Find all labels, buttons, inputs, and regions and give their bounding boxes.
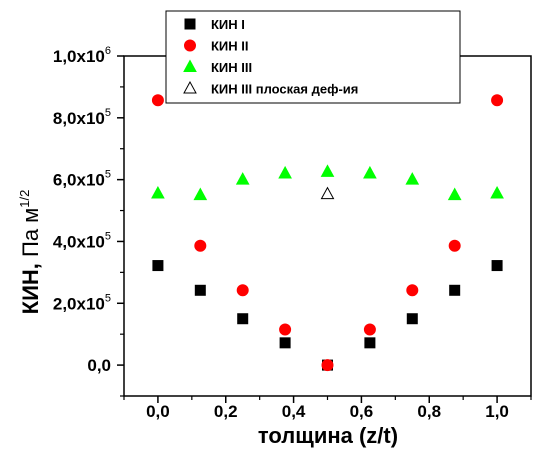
y-tick-label: 8,0x105: [53, 107, 111, 128]
y-axis-label-unit: Па м: [18, 208, 43, 263]
data-point: [320, 164, 335, 177]
plot-border: [123, 55, 532, 397]
legend: КИН I КИН II КИН III КИН III плоская деф-ия: [165, 10, 461, 104]
data-point: [491, 260, 503, 272]
x-tick-label: 0,2: [214, 402, 238, 421]
legend-label: КИН III плоская деф-ия: [211, 82, 358, 97]
series-2: [151, 94, 504, 372]
y-axis-label-exponent: 1/2: [17, 190, 32, 208]
series-3: [151, 164, 504, 201]
data-point: [406, 284, 419, 297]
data-point: [194, 284, 206, 296]
legend-marker: [184, 39, 196, 52]
data-point: [193, 187, 208, 201]
legend-label: КИН III: [211, 60, 252, 75]
data-point: [363, 323, 376, 336]
y-tick-label: 2,0x105: [53, 292, 111, 313]
data-point: [236, 284, 249, 297]
y-tick-label: 1,0x106: [53, 45, 111, 66]
series-1: [152, 260, 503, 371]
legend-label: КИН I: [211, 17, 245, 32]
x-tick-label: 0,0: [146, 402, 170, 421]
data-point: [405, 172, 420, 185]
data-point: [278, 165, 292, 179]
x-axis-label: толщина (z/t): [258, 423, 398, 448]
data-point: [321, 359, 334, 372]
series-4: [320, 186, 335, 200]
y-axis-label-main: КИН,: [18, 263, 43, 314]
data-point: [279, 323, 292, 336]
legend-marker: [183, 80, 197, 94]
x-tick-label: 1,0: [485, 402, 509, 421]
legend-marker: [184, 18, 196, 30]
legend-label: КИН II: [211, 39, 249, 54]
y-tick-label: 0,0: [87, 356, 111, 375]
data-point: [320, 186, 335, 200]
data-point: [447, 187, 462, 201]
data-point: [237, 313, 249, 325]
data-point: [363, 165, 377, 179]
data-point: [491, 94, 504, 107]
plot-frame: [123, 55, 532, 397]
y-tick-label: 4,0x105: [53, 230, 111, 251]
data-point: [194, 239, 207, 252]
data-point: [151, 94, 164, 107]
x-tick-label: 0,4: [282, 402, 306, 421]
data-point: [151, 186, 165, 199]
x-tick-label: 0,8: [417, 402, 441, 421]
data-point: [364, 337, 376, 349]
data-point: [406, 313, 418, 325]
data-point: [449, 284, 461, 296]
axis-ticks: [117, 55, 532, 403]
data-point: [448, 239, 461, 252]
data-point: [152, 260, 164, 272]
x-tick-label: 0,6: [350, 402, 374, 421]
y-tick-label: 6,0x105: [53, 169, 111, 190]
data-point: [279, 337, 291, 349]
tick-labels: 0,0 0,2 0,4 0,6 0,8 1,0 0,0 2,0x105 4,0x105 6,0x1…: [53, 45, 509, 421]
data-series: [151, 94, 504, 372]
y-axis-label: КИН, Па м1/2: [17, 190, 43, 315]
legend-marker: [183, 59, 197, 72]
data-point: [490, 186, 504, 199]
legend-box: [165, 10, 461, 104]
data-point: [235, 172, 250, 185]
